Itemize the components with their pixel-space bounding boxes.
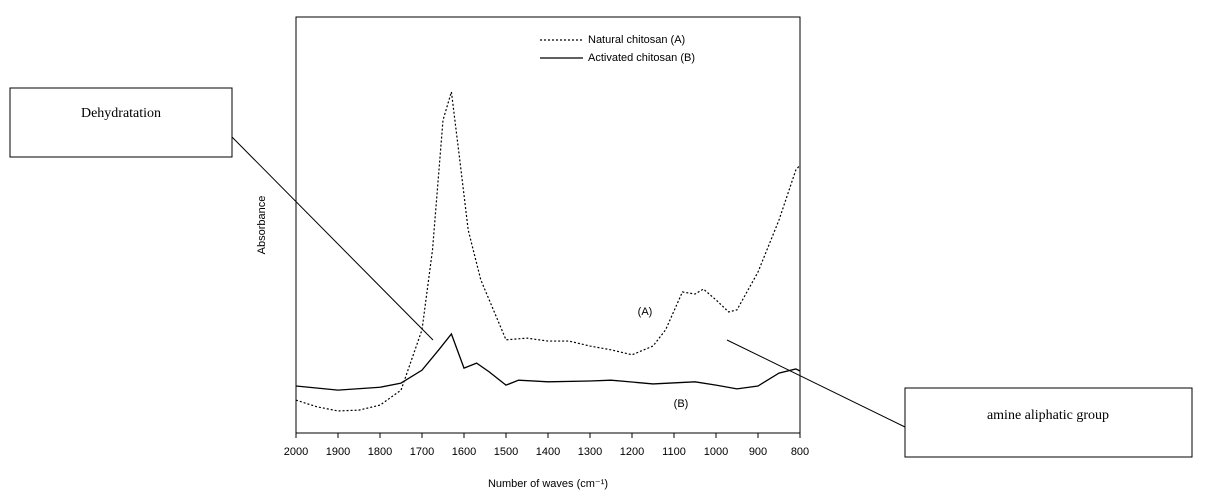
callout-line xyxy=(726,339,906,428)
x-tick-label: 1900 xyxy=(326,446,350,458)
x-tick-label: 1700 xyxy=(410,446,434,458)
x-tick-label: 1400 xyxy=(536,446,560,458)
y-axis-label: Absorbance xyxy=(256,196,268,255)
x-tick-label: 1300 xyxy=(578,446,602,458)
x-tick-label: 2000 xyxy=(284,446,308,458)
callout-line xyxy=(231,136,434,341)
x-tick-label: 1600 xyxy=(452,446,476,458)
callout-text: amine aliphatic group xyxy=(987,408,1109,423)
x-tick-label: 1200 xyxy=(620,446,644,458)
x-tick-label: 1500 xyxy=(494,446,518,458)
series-line xyxy=(295,91,801,412)
x-tick-label: 1800 xyxy=(368,446,392,458)
x-tick-label: 800 xyxy=(791,446,809,458)
annotation: (B) xyxy=(674,398,689,410)
x-axis-label: Number of waves (cm⁻¹) xyxy=(488,478,608,490)
legend-label: Activated chitosan (B) xyxy=(588,52,695,64)
callout-box xyxy=(904,387,1193,458)
series-line xyxy=(295,332,801,391)
callout-box xyxy=(9,87,233,158)
callout-text: Dehydratation xyxy=(81,106,161,121)
x-tick-label: 1000 xyxy=(704,446,728,458)
x-tick-label: 1100 xyxy=(662,446,686,458)
x-tick-label: 900 xyxy=(749,446,767,458)
plot-frame xyxy=(295,16,801,434)
legend-label: Natural chitosan (A) xyxy=(588,34,685,46)
annotation: (A) xyxy=(638,306,653,318)
